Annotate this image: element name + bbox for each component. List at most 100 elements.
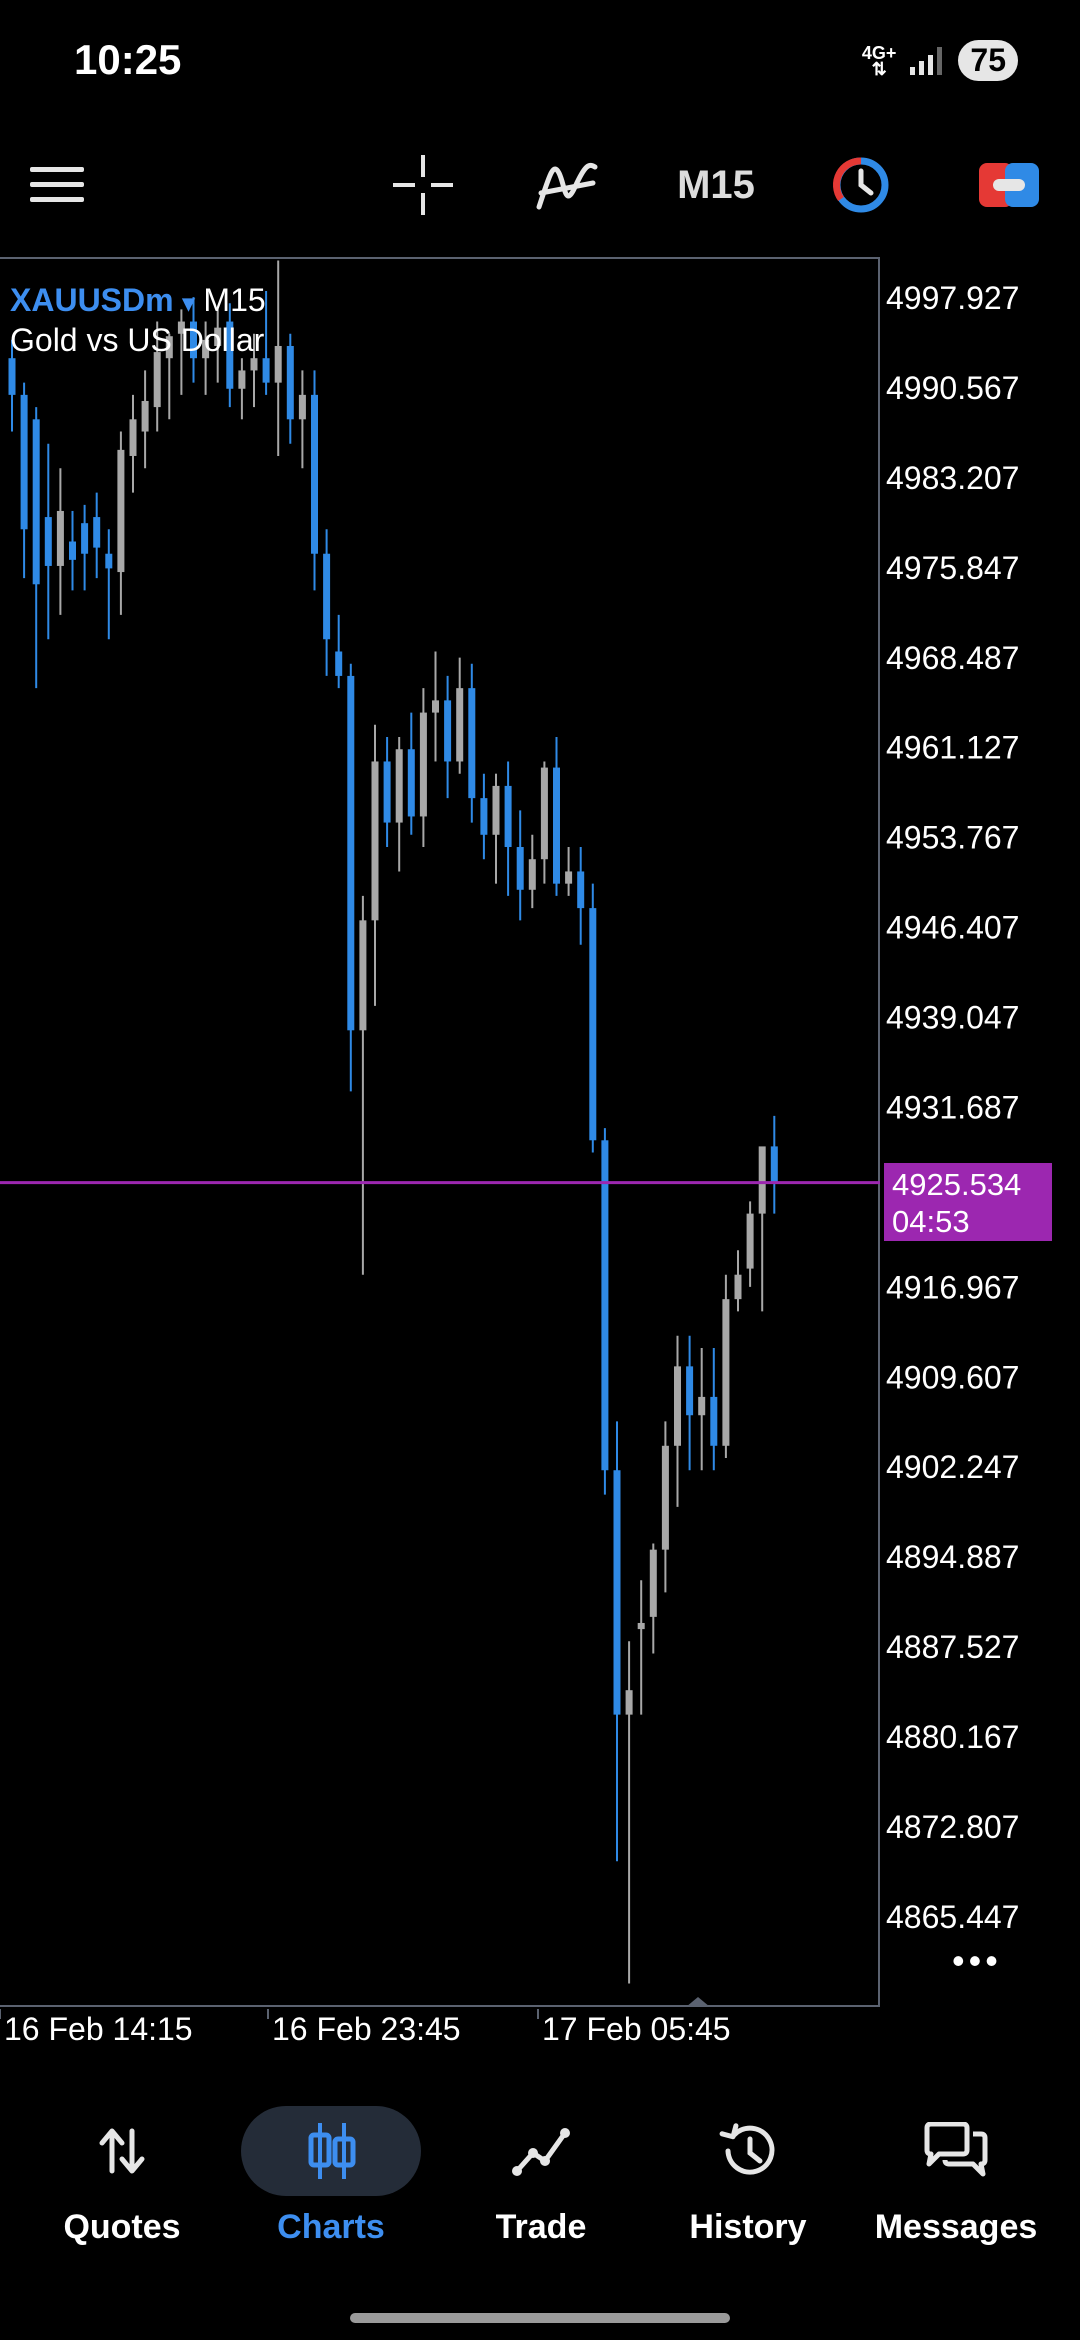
candle-body <box>674 1366 681 1446</box>
symbol-timeframe: M15 <box>203 282 266 318</box>
battery-indicator: 75 <box>958 40 1018 81</box>
history-clock-icon <box>719 2123 775 2175</box>
candle-body <box>129 419 137 456</box>
candle-body <box>734 1274 742 1300</box>
candlestick-chart[interactable]: 4997.927 4990.567 4983.207 4975.847 4968.487… <box>0 257 1080 2097</box>
candle-body <box>649 1549 657 1617</box>
candle-body <box>698 1396 706 1416</box>
candle-body <box>286 345 294 420</box>
nav-history[interactable]: History <box>648 2100 848 2270</box>
candle-body <box>432 700 439 713</box>
candle-body <box>770 1146 778 1184</box>
crosshair-button[interactable] <box>386 130 460 240</box>
nav-quotes[interactable]: Quotes <box>22 2100 222 2270</box>
network-type-icon: 4G+ ⇅ <box>861 42 897 79</box>
candle-body <box>492 785 500 835</box>
candle-body <box>153 352 161 408</box>
home-indicator[interactable] <box>350 2313 730 2323</box>
one-click-trade-button[interactable] <box>970 130 1048 240</box>
price-axis-label: 4975.847 <box>886 550 1019 586</box>
menu-button[interactable] <box>20 130 94 240</box>
price-axis-label: 4953.767 <box>886 820 1019 856</box>
price-axis-label: 4990.567 <box>886 370 1019 406</box>
candle-body <box>298 394 306 420</box>
candle-body <box>81 523 89 554</box>
symbol-description: Gold vs US Dollar <box>10 322 265 358</box>
candle-body <box>504 785 512 848</box>
price-axis-label: 4997.927 <box>886 280 1019 316</box>
candle-body <box>226 321 234 389</box>
clock-button[interactable] <box>820 130 902 240</box>
candle-body <box>516 847 524 890</box>
candle-body <box>44 517 52 566</box>
chart-area[interactable] <box>0 257 880 2007</box>
symbol-name: XAUUSDm <box>10 282 174 318</box>
candle-body <box>347 675 355 1031</box>
candle-body <box>359 920 367 1031</box>
candle-body <box>540 767 548 860</box>
price-axis-label: 4939.047 <box>886 1000 1019 1036</box>
symbol-dropdown-icon: ▾ <box>182 290 195 317</box>
nav-label: Trade <box>495 2208 587 2246</box>
candle-body <box>625 1690 633 1715</box>
price-axis-label: 4931.687 <box>886 1089 1019 1125</box>
candle-body <box>589 908 597 1141</box>
candle-body <box>419 712 427 817</box>
candle-body <box>686 1366 694 1416</box>
bottom-navigation: Quotes Charts Trade <box>0 2100 1080 2290</box>
candle-body <box>56 510 64 566</box>
candle-body <box>190 321 197 359</box>
crosshair-icon <box>393 155 453 215</box>
price-axis-label: 4880.167 <box>886 1719 1019 1755</box>
time-axis-label: 17 Feb 05:45 <box>542 2011 731 2047</box>
candle-body <box>468 688 476 799</box>
candle-body <box>274 345 282 383</box>
quotes-arrows-icon <box>99 2128 145 2174</box>
candle-body <box>480 798 488 835</box>
timeframe-button[interactable]: M15 <box>677 162 755 207</box>
candle-body <box>710 1396 718 1446</box>
nav-label: Quotes <box>63 2208 181 2246</box>
scroll-marker <box>686 1997 710 2007</box>
candle-body <box>637 1622 645 1630</box>
bar-countdown: 04:53 <box>892 1204 970 1239</box>
candle-body <box>613 1470 621 1715</box>
candle-body <box>661 1445 669 1550</box>
trade-line-icon <box>512 2128 570 2176</box>
candle-body <box>141 400 149 432</box>
candle-body <box>601 1140 609 1471</box>
candle-body <box>177 321 185 334</box>
candle-body <box>250 358 258 371</box>
candle-body <box>93 517 101 548</box>
indicators-button[interactable] <box>530 130 604 240</box>
candle-body <box>407 749 415 817</box>
price-axis-label: 4902.247 <box>886 1449 1019 1485</box>
price-axis-label: 4909.607 <box>886 1359 1019 1395</box>
signal-strength-icon <box>910 46 943 75</box>
price-axis-label: 4961.127 <box>886 730 1019 766</box>
candle-body <box>69 541 76 560</box>
messages-chat-icon <box>924 2122 988 2177</box>
nav-trade[interactable]: Trade <box>441 2100 641 2270</box>
hamburger-icon <box>30 167 84 202</box>
candle-body <box>371 761 379 921</box>
candle-body <box>20 394 28 530</box>
candle-body <box>444 700 452 762</box>
nav-charts[interactable]: Charts <box>231 2100 431 2270</box>
nav-messages[interactable]: Messages <box>856 2100 1056 2270</box>
status-time: 10:25 <box>74 36 182 83</box>
candle-body <box>758 1146 766 1214</box>
candle-body <box>456 688 464 762</box>
candle-body <box>311 394 318 554</box>
candlesticks-icon <box>308 2123 356 2179</box>
price-axis-label: 4968.487 <box>886 640 1019 676</box>
price-axis-label: 4887.527 <box>886 1629 1019 1665</box>
time-axis-label: 16 Feb 23:45 <box>272 2011 461 2047</box>
time-axis-label: 16 Feb 14:15 <box>4 2011 193 2047</box>
clock-icon <box>832 157 889 213</box>
candle-body <box>323 553 331 640</box>
more-options-button[interactable]: ••• <box>952 1940 1002 1981</box>
price-axis-label: 4894.887 <box>886 1539 1019 1575</box>
symbol-selector[interactable]: XAUUSDm ▾ M15 <box>10 282 266 319</box>
candle-body <box>262 358 270 383</box>
